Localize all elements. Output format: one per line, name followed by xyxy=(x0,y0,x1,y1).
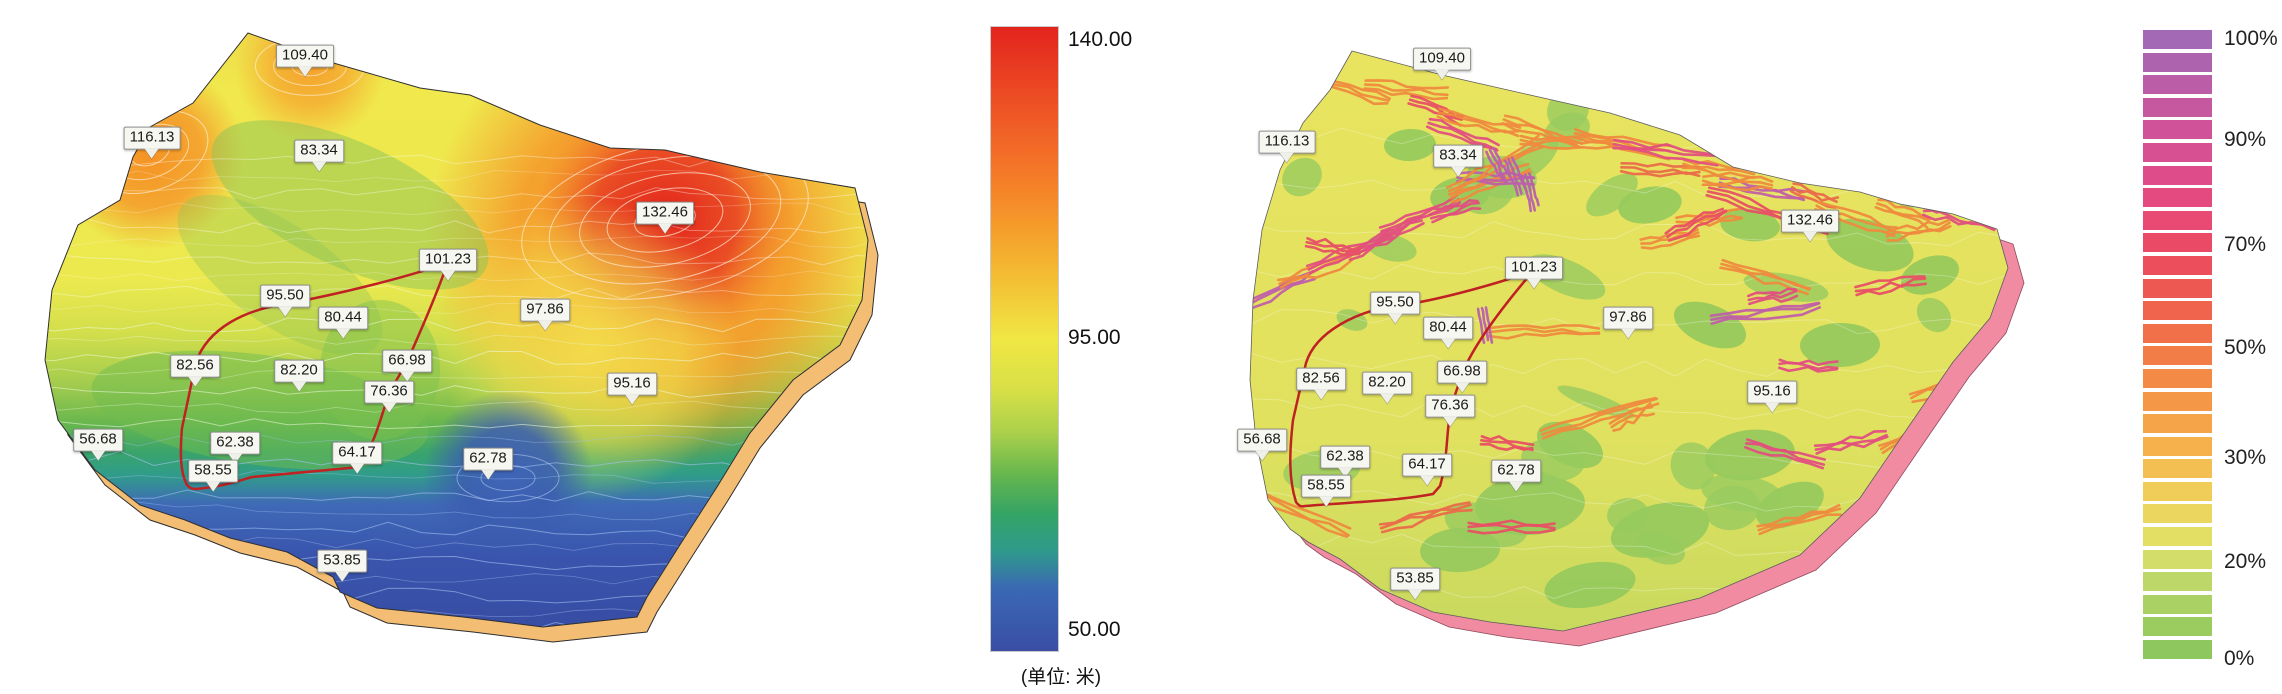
spot-elevation-flag: 76.36 xyxy=(364,380,414,404)
spot-elevation-flag: 80.44 xyxy=(318,306,368,330)
spot-elevation-flag: 56.68 xyxy=(73,428,123,452)
slope-legend-segment xyxy=(2143,120,2212,140)
slope-legend-tick: 0% xyxy=(2224,647,2255,670)
slope-legend-segment xyxy=(2143,30,2212,49)
slope-legend-tick: 50% xyxy=(2224,336,2267,359)
spot-elevation-flag: 62.78 xyxy=(463,447,513,471)
spot-elevation-flag: 109.40 xyxy=(276,44,334,68)
slope-legend-segment xyxy=(2143,255,2212,275)
spot-elevation-flag: 58.55 xyxy=(188,459,238,483)
spot-elevation-flag: 58.55 xyxy=(1301,474,1351,498)
spot-elevation-flag: 101.23 xyxy=(1505,256,1563,280)
slope-legend-tick: 20% xyxy=(2224,550,2267,573)
spot-elevation-flag: 95.50 xyxy=(260,284,310,308)
slope-legend-segment xyxy=(2143,368,2212,388)
elevation-colorbar xyxy=(990,26,1059,652)
spot-elevation-flag: 62.78 xyxy=(1491,459,1541,483)
elevation-map: 109.40 116.13 83.34 132.46 101.23 95.50 80.44 9… xyxy=(30,20,880,680)
spot-elevation-flag: 82.56 xyxy=(170,354,220,378)
slope-legend-segment xyxy=(2143,188,2212,208)
slope-legend-segment xyxy=(2143,346,2212,366)
spot-elevation-flag: 109.40 xyxy=(1413,47,1471,71)
slope-legend-segment xyxy=(2143,52,2212,72)
spot-elevation-flag: 62.38 xyxy=(1320,445,1370,469)
slope-legend-tick: 90% xyxy=(2224,128,2267,151)
slope-legend-segment xyxy=(2143,459,2212,479)
slope-legend: 100% 90% 70% 50% 30% 20% 0% xyxy=(2143,27,2282,680)
slope-legend-tick: 70% xyxy=(2224,233,2267,256)
slope-map-canvas xyxy=(1249,50,2025,647)
slope-legend-segment xyxy=(2143,278,2212,298)
slope-colorbar xyxy=(2143,30,2212,660)
spot-elevation-flag: 95.50 xyxy=(1370,291,1420,315)
spot-elevation-flag: 83.34 xyxy=(1433,144,1483,168)
elevation-map-canvas xyxy=(44,32,879,643)
slope-legend-segment xyxy=(2143,391,2212,411)
spot-elevation-flag: 82.56 xyxy=(1296,367,1346,391)
slope-legend-segment xyxy=(2143,323,2212,343)
spot-elevation-flag: 53.85 xyxy=(317,549,367,573)
spot-elevation-flag: 76.36 xyxy=(1425,394,1475,418)
slope-legend-segment xyxy=(2143,640,2212,660)
slope-legend-segment xyxy=(2143,481,2212,501)
slope-legend-segment xyxy=(2143,414,2212,434)
spot-elevation-flag: 82.20 xyxy=(274,359,324,383)
spot-elevation-flag: 97.86 xyxy=(520,298,570,322)
spot-elevation-flag: 64.17 xyxy=(1402,453,1452,477)
elevation-legend-tick: 95.00 xyxy=(1068,326,1121,349)
spot-elevation-flag: 56.68 xyxy=(1237,428,1287,452)
spot-elevation-flag: 62.38 xyxy=(210,431,260,455)
slope-legend-segment xyxy=(2143,527,2212,547)
elevation-unit-label: (单位: 米) xyxy=(1020,667,1102,688)
spot-elevation-flag: 116.13 xyxy=(123,126,181,150)
spot-elevation-flag: 83.34 xyxy=(294,139,344,163)
spot-elevation-flag: 97.86 xyxy=(1603,306,1653,330)
slope-legend-tick: 100% xyxy=(2224,27,2278,50)
spot-elevation-flag: 66.98 xyxy=(1437,360,1487,384)
slope-steep-streaks xyxy=(1250,72,2008,564)
slope-legend-segment xyxy=(2143,301,2212,321)
slope-legend-segment xyxy=(2143,210,2212,230)
slope-legend-segment xyxy=(2143,165,2212,185)
slope-legend-segment xyxy=(2143,233,2212,253)
spot-elevation-flag: 132.46 xyxy=(636,201,694,225)
spot-elevation-flag: 101.23 xyxy=(419,248,477,272)
spot-elevation-flag: 64.17 xyxy=(332,441,382,465)
slope-legend-segment xyxy=(2143,75,2212,95)
spot-elevation-flag: 82.20 xyxy=(1362,371,1412,395)
elevation-legend-tick: 140.00 xyxy=(1068,28,1133,51)
slope-legend-segment xyxy=(2143,572,2212,592)
spot-elevation-flag: 95.16 xyxy=(1747,380,1797,404)
spot-elevation-flag: 53.85 xyxy=(1390,567,1440,591)
spot-elevation-flag: 66.98 xyxy=(382,349,432,373)
slope-legend-segment xyxy=(2143,549,2212,569)
slope-legend-segment xyxy=(2143,142,2212,162)
spot-elevation-flag: 116.13 xyxy=(1258,130,1316,154)
elevation-legend: 140.00 95.00 50.00 (单位: 米) xyxy=(990,26,1160,694)
slope-legend-segment xyxy=(2143,617,2212,637)
slope-legend-segment xyxy=(2143,594,2212,614)
slope-legend-segment xyxy=(2143,97,2212,117)
spot-elevation-flag: 95.16 xyxy=(607,372,657,396)
slope-legend-tick: 30% xyxy=(2224,446,2267,469)
elevation-legend-tick: 50.00 xyxy=(1068,618,1121,641)
slope-legend-segment xyxy=(2143,436,2212,456)
slope-map: 109.40 116.13 83.34 132.46 101.23 95.50 80.44 9… xyxy=(1230,25,2060,685)
spot-elevation-flag: 80.44 xyxy=(1423,316,1473,340)
spot-elevation-flag: 132.46 xyxy=(1781,209,1839,233)
slope-legend-segment xyxy=(2143,504,2212,524)
